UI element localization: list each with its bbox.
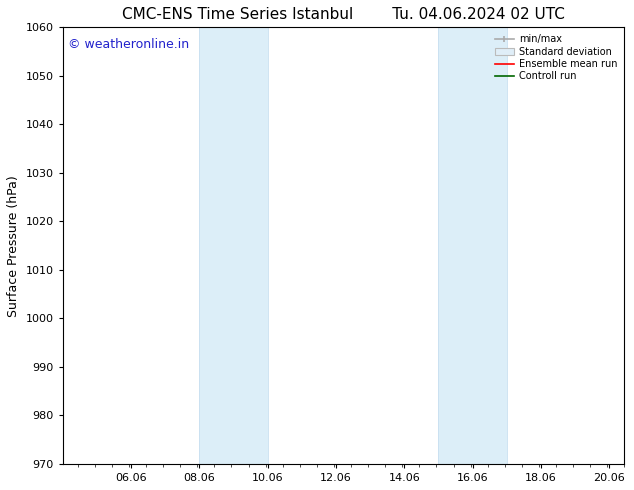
Bar <box>199 27 268 464</box>
Bar <box>439 27 507 464</box>
Y-axis label: Surface Pressure (hPa): Surface Pressure (hPa) <box>7 175 20 317</box>
Text: © weatheronline.in: © weatheronline.in <box>68 38 190 51</box>
Title: CMC-ENS Time Series Istanbul        Tu. 04.06.2024 02 UTC: CMC-ENS Time Series Istanbul Tu. 04.06.2… <box>122 7 565 22</box>
Legend: min/max, Standard deviation, Ensemble mean run, Controll run: min/max, Standard deviation, Ensemble me… <box>493 32 619 83</box>
